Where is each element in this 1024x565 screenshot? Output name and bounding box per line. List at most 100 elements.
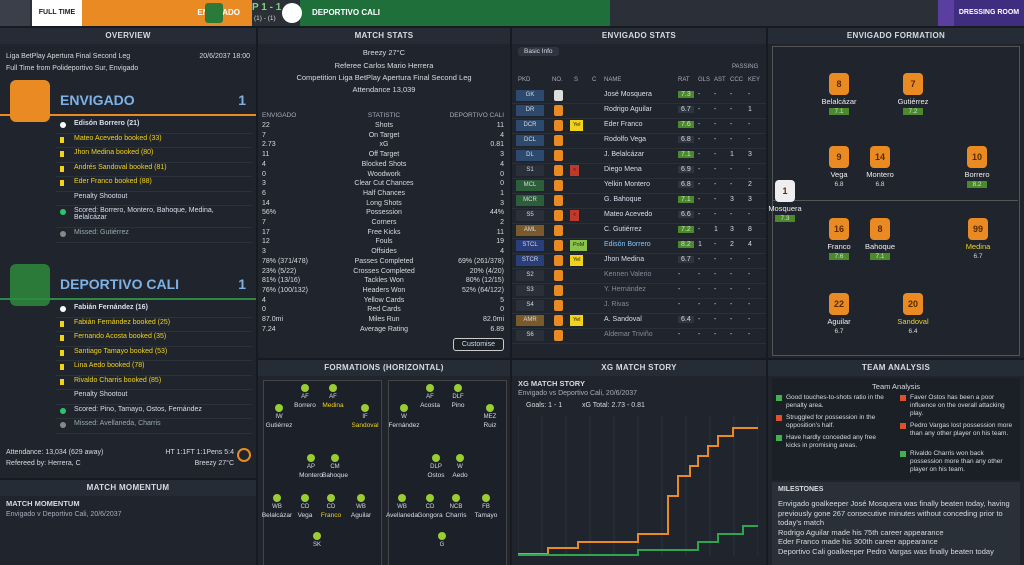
analysis-text: Faver Ostos has been a poor influence on…	[910, 394, 1005, 417]
panel-title: MATCH MOMENTUM	[0, 480, 256, 496]
stat: 3	[748, 196, 752, 203]
shirt	[554, 120, 563, 131]
position: W	[401, 414, 407, 420]
stat: -	[714, 286, 717, 293]
player-name: Medina	[965, 242, 991, 251]
position: S5	[516, 210, 544, 221]
event-icon	[60, 209, 66, 215]
dressing-room-button[interactable]: DRESSING ROOM	[954, 0, 1024, 26]
row-line	[512, 223, 766, 224]
customise-button[interactable]: Customise	[452, 338, 504, 351]
stat-cell: 20% (4/20)	[469, 267, 504, 275]
stat: -	[698, 196, 701, 203]
column-header: NAME	[604, 77, 622, 83]
player-name: Montero	[299, 472, 323, 479]
shirt	[554, 225, 563, 236]
menu-button[interactable]	[938, 0, 954, 26]
stat-cell: 3	[500, 151, 504, 159]
panel-title: OVERVIEW	[0, 28, 256, 44]
attendance: Attendance 13,039	[352, 85, 416, 94]
position: S6	[516, 330, 544, 341]
position: IF	[362, 414, 368, 420]
player-name: Y. Hernández	[604, 286, 646, 293]
player-dot	[482, 494, 490, 502]
away-bar	[300, 0, 610, 26]
stat: 7.2	[678, 226, 694, 233]
player-name: Sandoval	[897, 317, 929, 326]
player-name: Avellaneda	[385, 512, 419, 519]
stat: 7.1	[678, 196, 694, 203]
player-dot	[426, 384, 434, 392]
position: IW	[275, 414, 283, 420]
column-header: ENVIGADO	[262, 112, 297, 119]
stat-cell: 56%	[262, 209, 277, 217]
stat: 6.8	[678, 181, 694, 188]
player-name: A. Sandoval	[604, 316, 642, 323]
row-line	[56, 403, 252, 405]
position: CD	[300, 504, 310, 510]
stat-cell: Crosses Completed	[353, 267, 415, 275]
row-line	[512, 298, 766, 299]
row-line	[56, 374, 252, 376]
stat-cell: 23% (5/22)	[262, 267, 297, 275]
player-name: Borrero	[964, 170, 990, 179]
analysis-icon	[900, 423, 906, 429]
event: Penalty Shootout	[74, 192, 128, 200]
stat-cell: 11	[262, 151, 270, 159]
shirt	[554, 150, 563, 161]
analysis-text: Have hardly conceded any free kicks in p…	[786, 434, 876, 449]
position: AF	[301, 394, 309, 400]
away-team[interactable]: DEPORTIVO CALI	[312, 8, 381, 17]
row-line	[56, 360, 252, 361]
player-dot	[438, 532, 446, 540]
shirt: 8	[829, 73, 849, 95]
row-line	[56, 161, 252, 163]
event-icon	[60, 180, 64, 186]
stat-cell: 3	[262, 248, 266, 256]
stat: 1	[730, 151, 734, 158]
position: W	[457, 464, 463, 470]
position: AF	[426, 394, 434, 400]
position: S2	[516, 270, 544, 281]
stat-cell: Fouls	[375, 238, 393, 246]
row-line	[56, 331, 252, 332]
stat-cell: 82.0mi	[482, 316, 504, 323]
note: Yel	[570, 255, 584, 266]
referee: Refereed by: Herrera, C	[6, 460, 81, 467]
column-header: S	[574, 77, 579, 83]
stat-cell: 44%	[489, 209, 504, 217]
stat: -	[714, 121, 717, 128]
stat: -	[714, 196, 717, 203]
info-button[interactable]: Basic Info	[518, 47, 559, 56]
player-name: Mateo Acevedo	[604, 211, 653, 218]
stat-cell: 3	[500, 199, 504, 207]
shirt	[554, 315, 563, 326]
row-line	[512, 238, 766, 239]
row-line	[56, 190, 252, 192]
event-icon	[60, 151, 64, 157]
home-team[interactable]: ENVIGADO	[82, 0, 252, 26]
stat-cell: Yellow Cards	[363, 296, 405, 304]
team-name: DEPORTIVO CALI	[60, 276, 180, 292]
stat: 7.1	[678, 151, 694, 158]
stat: -	[714, 256, 717, 263]
event: Missed: Avellaneda, Charris	[74, 420, 161, 427]
analysis-text: Good touches-to-shots ratio in the penal…	[786, 394, 884, 409]
player-name: Franco	[320, 512, 342, 519]
stat: -	[698, 151, 701, 158]
competition: Liga BetPlay Apertura Final Second Leg	[6, 53, 131, 60]
stat-cell: 7	[262, 131, 266, 139]
stat-cell: Red Cards	[367, 306, 401, 314]
event-icon	[60, 422, 66, 428]
event-icon	[60, 407, 66, 414]
player-dot	[454, 384, 462, 392]
column-header: GLS	[698, 77, 711, 83]
stat: -	[714, 316, 717, 323]
stat-cell: 81% (13/16)	[262, 277, 301, 285]
player-dot	[307, 454, 315, 462]
rating: 6.8	[834, 181, 844, 188]
position: G	[439, 542, 445, 548]
player-name: Pino	[451, 402, 465, 409]
team-score: 1	[238, 276, 246, 292]
player-name: Franco	[827, 242, 851, 251]
